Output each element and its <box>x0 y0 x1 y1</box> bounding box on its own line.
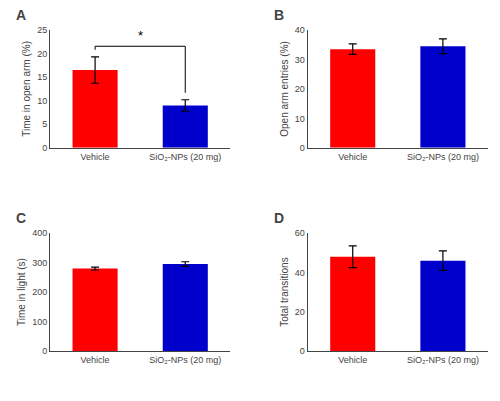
svg-text:15: 15 <box>37 72 47 82</box>
svg-text:Total transitions: Total transitions <box>279 257 290 326</box>
svg-text:0: 0 <box>300 143 305 153</box>
svg-text:Time in light (s): Time in light (s) <box>16 258 27 326</box>
svg-text:0: 0 <box>42 143 47 153</box>
svg-text:200: 200 <box>32 287 47 297</box>
svg-text:400: 400 <box>32 228 47 238</box>
svg-text:Time in open arm (%): Time in open arm (%) <box>21 41 32 137</box>
svg-text:0: 0 <box>42 346 47 356</box>
svg-text:Open arm entries (%): Open arm entries (%) <box>279 41 290 137</box>
svg-text:Vehicle: Vehicle <box>81 152 110 162</box>
svg-text:40: 40 <box>295 268 305 278</box>
svg-text:C: C <box>16 210 26 226</box>
svg-text:0: 0 <box>300 346 305 356</box>
svg-text:B: B <box>274 7 284 23</box>
svg-text:25: 25 <box>37 25 47 35</box>
svg-text:SiO₂-NPs (20 mg): SiO₂-NPs (20 mg) <box>149 355 221 365</box>
svg-text:SiO₂-NPs (20 mg): SiO₂-NPs (20 mg) <box>149 152 221 162</box>
svg-text:Vehicle: Vehicle <box>81 355 110 365</box>
svg-text:SiO₂-NPs (20 mg): SiO₂-NPs (20 mg) <box>407 355 479 365</box>
svg-text:60: 60 <box>295 228 305 238</box>
svg-text:20: 20 <box>37 49 47 59</box>
svg-text:20: 20 <box>295 307 305 317</box>
svg-text:10: 10 <box>295 114 305 124</box>
svg-text:D: D <box>274 210 284 226</box>
svg-text:30: 30 <box>295 55 305 65</box>
svg-text:SiO₂-NPs (20 mg): SiO₂-NPs (20 mg) <box>407 152 479 162</box>
svg-text:Vehicle: Vehicle <box>338 152 367 162</box>
svg-text:100: 100 <box>32 317 47 327</box>
svg-text:*: * <box>138 28 143 43</box>
svg-text:5: 5 <box>42 119 47 129</box>
svg-text:A: A <box>16 7 26 23</box>
svg-text:300: 300 <box>32 258 47 268</box>
svg-text:10: 10 <box>37 96 47 106</box>
svg-text:Vehicle: Vehicle <box>338 355 367 365</box>
svg-text:20: 20 <box>295 84 305 94</box>
svg-text:40: 40 <box>295 25 305 35</box>
